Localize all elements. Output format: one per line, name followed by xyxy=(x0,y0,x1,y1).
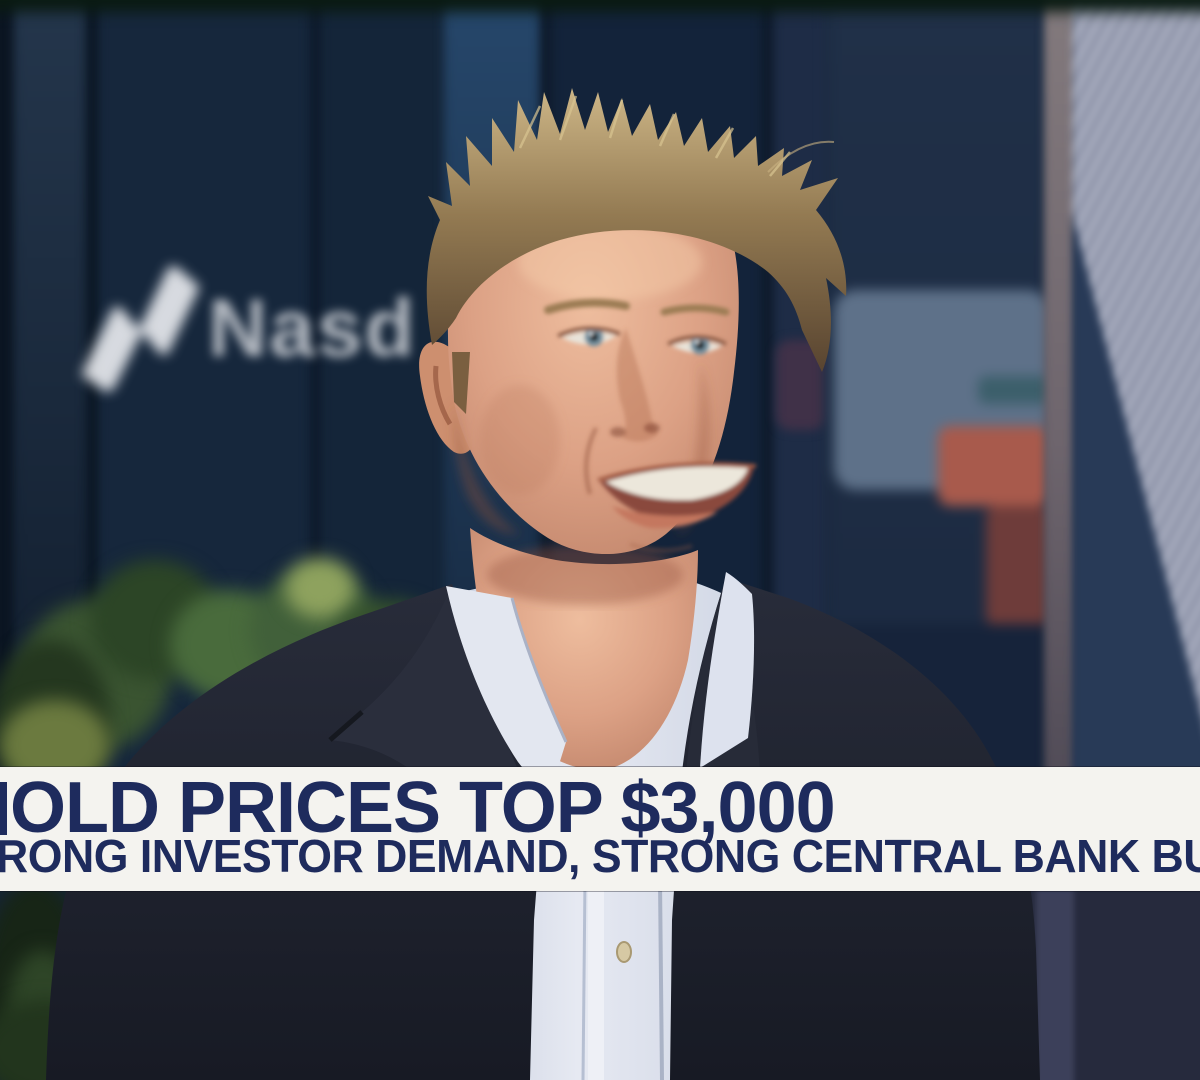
striped-facade xyxy=(1072,0,1200,812)
shirt-button xyxy=(616,941,632,963)
hair xyxy=(426,88,847,414)
teeth xyxy=(606,466,748,501)
shirt-placket xyxy=(588,870,604,1080)
lapel-left xyxy=(330,584,528,826)
lower-third-banner: OLD PRICES TOP $3,000 RONG INVESTOR DEMA… xyxy=(0,767,1200,891)
city-window xyxy=(826,0,1050,812)
city-red-building-lower xyxy=(986,506,1050,626)
plant-leaf-highlight xyxy=(285,558,355,618)
cutoff-letter-fragment xyxy=(0,782,7,835)
eyebrow-left xyxy=(544,298,630,314)
subheadline: RONG INVESTOR DEMAND, STRONG CENTRAL BAN… xyxy=(0,830,1200,882)
nose xyxy=(616,328,658,442)
sideburn xyxy=(452,352,470,414)
ceiling-edge xyxy=(0,0,1200,12)
nasdaq-sign-text: Nasd xyxy=(208,283,417,374)
facial-features xyxy=(544,298,757,553)
city-red-building xyxy=(938,426,1050,506)
city-teal-patch xyxy=(978,376,1050,404)
headline: OLD PRICES TOP $3,000 xyxy=(10,768,836,848)
wall-light-strip xyxy=(1036,888,1074,1080)
eyebrow-right xyxy=(660,304,730,316)
nasdaq-logo-icon xyxy=(81,266,200,392)
shirt-collar xyxy=(446,572,755,800)
studio-wall-lower-right xyxy=(1028,888,1200,1080)
